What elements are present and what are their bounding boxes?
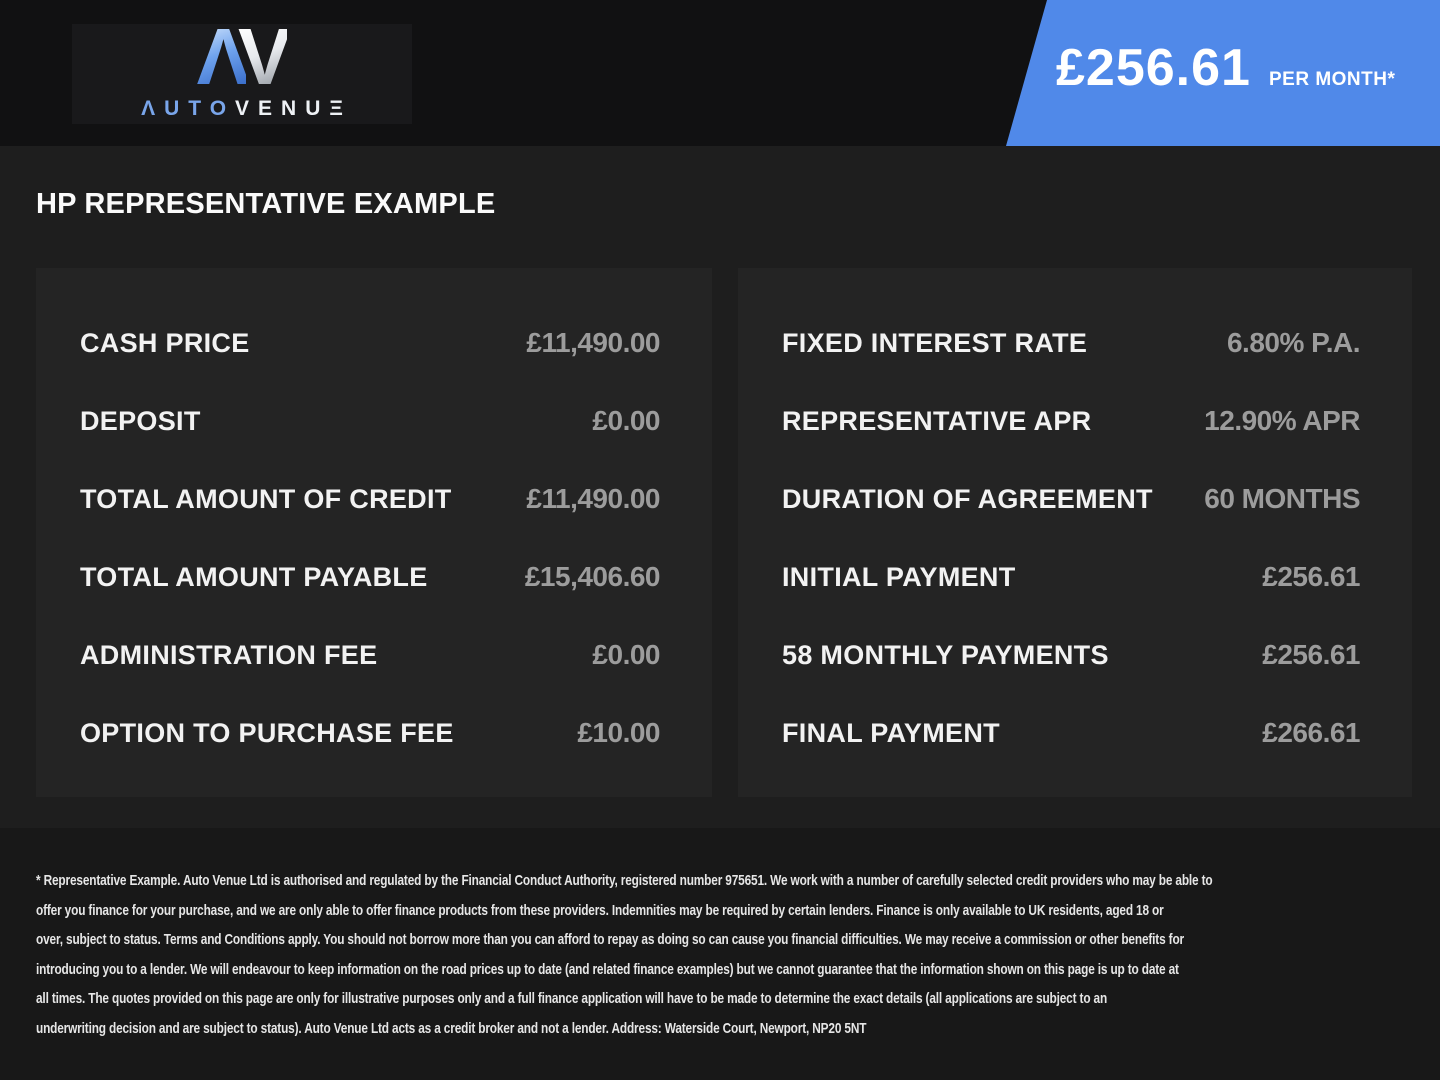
row-duration-of-agreement: DURATION OF AGREEMENT 60 MONTHS (782, 460, 1360, 538)
disclaimer-line: all times. The quotes provided on this p… (36, 990, 1108, 1007)
row-label: TOTAL AMOUNT OF CREDIT (80, 483, 452, 514)
row-administration-fee: ADMINISTRATION FEE £0.00 (80, 616, 660, 694)
row-value: £0.00 (592, 405, 660, 436)
row-value: 12.90% APR (1204, 405, 1360, 436)
row-cash-price: CASH PRICE £11,490.00 (80, 304, 660, 382)
wordmark-stylized-e: Ξ (329, 96, 352, 120)
row-label: FINAL PAYMENT (782, 717, 1000, 748)
header-bar: ΛV ΛUTOVENUΞ £256.61 PER MONTH* (0, 0, 1440, 146)
row-deposit: DEPOSIT £0.00 (80, 382, 660, 460)
row-value: £0.00 (592, 639, 660, 670)
disclaimer-line: introducing you to a lender. We will end… (36, 960, 1179, 978)
row-label: 58 MONTHLY PAYMENTS (782, 639, 1109, 670)
finance-panels: CASH PRICE £11,490.00 DEPOSIT £0.00 TOTA… (36, 268, 1412, 797)
row-option-to-purchase-fee: OPTION TO PURCHASE FEE £10.00 (80, 694, 660, 772)
row-representative-apr: REPRESENTATIVE APR 12.90% APR (782, 382, 1360, 460)
row-fixed-interest-rate: FIXED INTEREST RATE 6.80% P.A. (782, 304, 1361, 382)
row-final-payment: FINAL PAYMENT £266.61 (782, 694, 1360, 772)
row-value: £11,490.00 (526, 483, 660, 514)
row-value: £10.00 (577, 717, 660, 748)
monthly-price-amount: £256.61 (1056, 39, 1251, 97)
row-label: ADMINISTRATION FEE (80, 639, 378, 670)
disclaimer-line: over, subject to status. Terms and Condi… (36, 931, 1184, 948)
row-label: INITIAL PAYMENT (782, 561, 1016, 592)
row-value: £256.61 (1262, 639, 1360, 670)
wordmark-auto: ΛUTO (141, 96, 236, 120)
row-value: 60 MONTHS (1204, 483, 1360, 514)
disclaimer-line: underwriting decision and are subject to… (36, 1019, 867, 1037)
row-label: DEPOSIT (80, 405, 201, 436)
disclaimer-line: offer you finance for your purchase, and… (36, 901, 1164, 919)
disclaimer-footer: * Representative Example. Auto Venue Ltd… (0, 828, 1440, 1080)
row-58-monthly-payments: 58 MONTHLY PAYMENTS £256.61 (782, 616, 1360, 694)
finance-panel-right: FIXED INTEREST RATE 6.80% P.A. REPRESENT… (738, 268, 1412, 797)
monthly-price-banner: £256.61 PER MONTH* (1006, 0, 1440, 146)
row-total-amount-of-credit: TOTAL AMOUNT OF CREDIT £11,490.00 (80, 460, 660, 538)
row-value: 6.80% P.A. (1226, 327, 1361, 358)
row-label: FIXED INTEREST RATE (782, 327, 1088, 358)
autovenue-monogram-icon: ΛV (196, 12, 292, 102)
autovenue-logo: ΛV ΛUTOVENUΞ (72, 12, 412, 124)
page-title: HP REPRESENTATIVE EXAMPLE (36, 188, 496, 220)
row-label: DURATION OF AGREEMENT (782, 483, 1153, 514)
row-label: TOTAL AMOUNT PAYABLE (80, 561, 428, 592)
disclaimer-text: * Representative Example. Auto Venue Ltd… (36, 866, 1426, 1043)
row-value: £11,490.00 (526, 327, 660, 358)
finance-panel-left: CASH PRICE £11,490.00 DEPOSIT £0.00 TOTA… (36, 268, 712, 797)
monthly-price-period: PER MONTH* (1268, 69, 1396, 90)
wordmark-venu: VENU (235, 96, 330, 120)
row-label: OPTION TO PURCHASE FEE (80, 717, 454, 748)
row-initial-payment: INITIAL PAYMENT £256.61 (782, 538, 1360, 616)
row-value: £266.61 (1262, 717, 1360, 748)
row-label: REPRESENTATIVE APR (782, 405, 1092, 436)
monogram-letter-a: Λ (196, 12, 250, 102)
autovenue-wordmark: ΛUTOVENUΞ (132, 97, 352, 121)
row-value: £256.61 (1262, 561, 1360, 592)
disclaimer-line: * Representative Example. Auto Venue Ltd… (36, 872, 1213, 889)
row-value: £15,406.60 (524, 561, 661, 592)
monogram-letter-v: V (238, 12, 291, 102)
row-label: CASH PRICE (80, 327, 250, 358)
row-total-amount-payable: TOTAL AMOUNT PAYABLE £15,406.60 (80, 538, 661, 616)
